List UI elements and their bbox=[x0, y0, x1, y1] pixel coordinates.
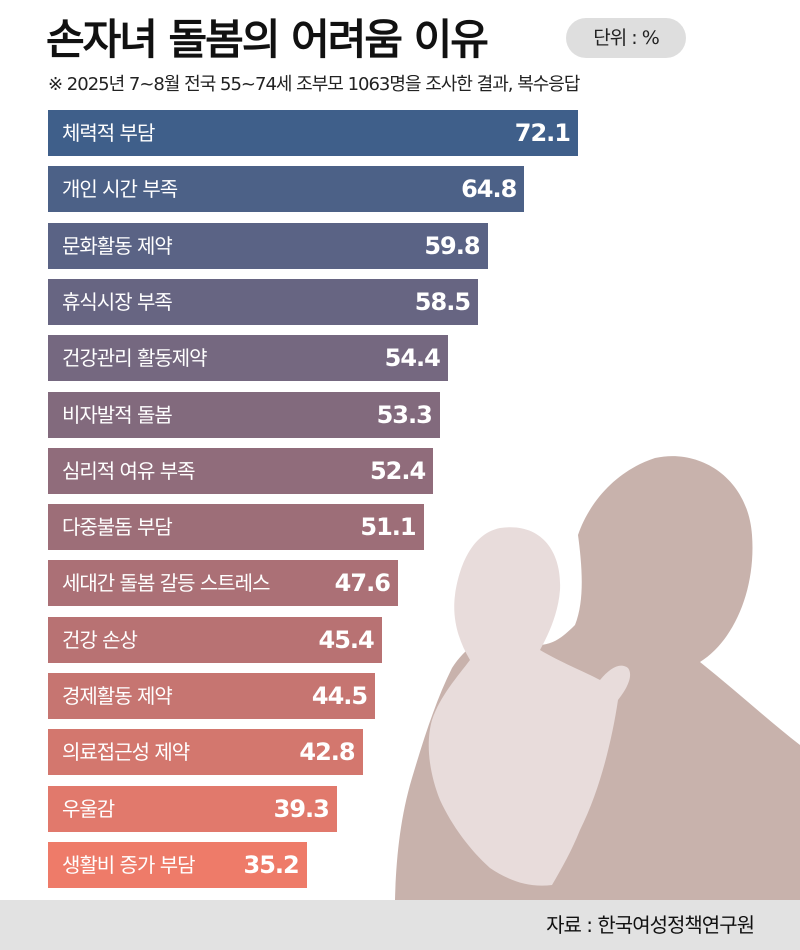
bar-value: 58.5 bbox=[414, 287, 471, 316]
bar: 심리적 여유 부족 52.4 bbox=[48, 447, 434, 494]
baby-silhouette bbox=[428, 527, 631, 886]
bar-label: 심리적 여유 부족 bbox=[62, 458, 196, 483]
bar-label: 의료접근성 제약 bbox=[62, 740, 190, 765]
bar-value: 54.4 bbox=[384, 344, 441, 373]
bar-label: 다중불돔 부담 bbox=[62, 515, 173, 540]
bar-value: 42.8 bbox=[299, 738, 355, 767]
bar: 휴식시장 부족 58.5 bbox=[48, 278, 479, 325]
bar-label: 휴식시장 부족 bbox=[62, 289, 173, 314]
bar: 체력적 부담 72.1 bbox=[48, 110, 578, 156]
bar-label: 우울감 bbox=[62, 796, 115, 821]
unit-badge: 단위 : % bbox=[566, 18, 686, 58]
bar-label: 건강관리 활동제약 bbox=[62, 346, 208, 371]
bar: 우울감 39.3 bbox=[48, 785, 337, 832]
bar-value: 45.4 bbox=[318, 625, 375, 654]
bar: 다중불돔 부담 51.1 bbox=[48, 504, 424, 551]
bar-label: 개인 시간 부족 bbox=[62, 177, 178, 202]
bar-label: 비자발적 돌봄 bbox=[62, 402, 173, 427]
bar: 문화활동 제약 59.8 bbox=[48, 222, 488, 269]
bar-label: 체력적 부담 bbox=[62, 121, 155, 145]
bar-label: 건강 손상 bbox=[62, 627, 138, 652]
bar: 의료접근성 제약 42.8 bbox=[48, 729, 363, 776]
bar-value: 39.3 bbox=[273, 794, 330, 823]
bar: 개인 시간 부족 64.8 bbox=[48, 166, 525, 213]
bar-label: 생활비 증가 부담 bbox=[62, 852, 196, 877]
bar: 건강관리 활동제약 54.4 bbox=[48, 335, 448, 382]
bar: 경제활동 제약 44.5 bbox=[48, 673, 376, 719]
bar-value: 64.8 bbox=[461, 175, 517, 204]
bar-value: 51.1 bbox=[360, 513, 416, 542]
bar-value: 47.6 bbox=[334, 569, 391, 598]
page-title: 손자녀 돌봄의 어려움 이유 bbox=[46, 15, 489, 64]
bar-value: 52.4 bbox=[369, 456, 426, 485]
bar-label: 세대간 돌봄 갈등 스트레스 bbox=[62, 571, 270, 596]
bar-value: 59.8 bbox=[424, 231, 480, 260]
bar: 건강 손상 45.4 bbox=[48, 616, 382, 663]
source-credit: 자료 : 한국여성정책연구원 bbox=[546, 913, 755, 937]
bar: 비자발적 돌봄 53.3 bbox=[48, 391, 440, 438]
bar-value: 44.5 bbox=[311, 682, 368, 710]
bar-value: 53.3 bbox=[376, 400, 433, 429]
bar-label: 문화활동 제약 bbox=[62, 233, 173, 258]
survey-note: ※ 2025년 7~8월 전국 55~74세 조부모 1063명을 조사한 결과… bbox=[48, 74, 580, 95]
bar: 생활비 증가 부담 35.2 bbox=[48, 841, 307, 888]
bar-value: 72.1 bbox=[514, 119, 571, 147]
footer-bar: 자료 : 한국여성정책연구원 bbox=[0, 900, 800, 950]
bar-value: 35.2 bbox=[243, 850, 300, 879]
bar-label: 경제활동 제약 bbox=[62, 684, 173, 708]
bar: 세대간 돌봄 갈등 스트레스 47.6 bbox=[48, 560, 398, 607]
